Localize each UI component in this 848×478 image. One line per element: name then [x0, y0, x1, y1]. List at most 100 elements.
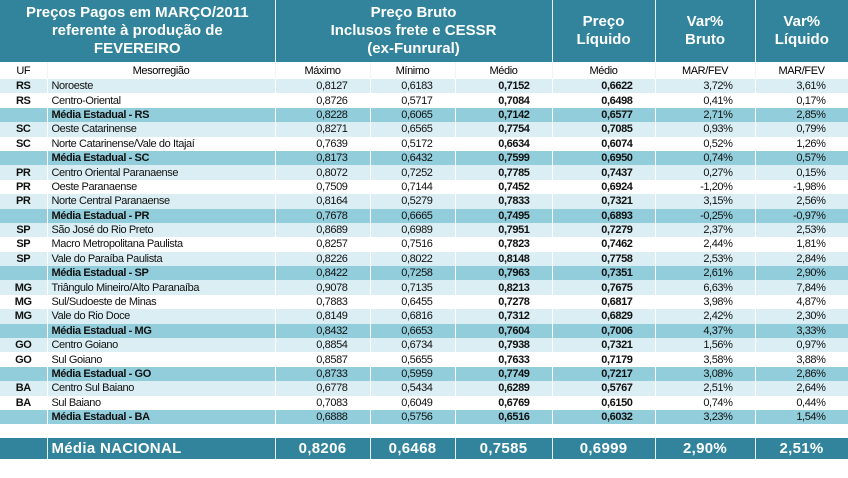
maximo-cell: 0,7639	[275, 136, 371, 151]
var-liquido-cell: 0,79%	[755, 122, 848, 137]
var-bruto-cell: 0,41%	[655, 93, 756, 108]
state-average-row: Média Estadual - PR 0,7678 0,6665 0,7495 0,6…	[0, 208, 848, 223]
medio-bruto-cell: 0,7938	[455, 338, 553, 353]
bruto-line: Preço Bruto	[370, 4, 457, 21]
table-row: SC Norte Catarinense/Vale do Itajaí 0,7639…	[0, 136, 848, 151]
maximo-cell: 0,7083	[275, 395, 371, 410]
uf-cell	[0, 366, 48, 382]
var-bruto-cell: 0,93%	[655, 122, 756, 137]
var-bruto-cell: 6,63%	[655, 280, 756, 295]
table-row: SC Oeste Catarinense 0,8271 0,6565 0,7754 0,7…	[0, 122, 848, 137]
minimo-cell: 0,6065	[370, 107, 456, 123]
table-row: PR Oeste Paranaense 0,7509 0,7144 0,7452 0,69…	[0, 179, 848, 195]
var-bruto-line: Var%	[686, 13, 724, 30]
mesorregiao-cell: Norte Catarinense/Vale do Itajaí	[47, 136, 276, 151]
mesorregiao-cell: Média Estadual - GO	[47, 366, 276, 382]
title-line: Preços Pagos em MARÇO/2011	[25, 4, 249, 21]
minimo-cell: 0,8022	[370, 251, 456, 267]
uf-cell	[0, 150, 48, 166]
medio-bruto-cell: 0,6516	[455, 409, 553, 425]
var-liquido-header: Var% Líquido	[755, 0, 848, 62]
var-bruto-header: Var% Bruto	[655, 0, 756, 62]
var-bruto-cell: 2,44%	[655, 237, 756, 252]
minimo-cell: 0,6183	[370, 79, 456, 94]
maximo-cell: 0,8689	[275, 222, 371, 238]
minimo-cell: 0,7252	[370, 165, 456, 180]
mesorregiao-cell: Centro-Oriental	[47, 93, 276, 108]
var-liquido-cell: 0,15%	[755, 165, 848, 180]
var-bruto-cell: -1,20%	[655, 179, 756, 195]
var-bruto-cell: 3,72%	[655, 79, 756, 94]
minimo-cell: 0,5434	[370, 381, 456, 396]
minimo-cell: 0,5655	[370, 352, 456, 367]
maximo-cell: 0,6888	[275, 409, 371, 425]
medio-liquido-cell: 0,6622	[552, 79, 656, 94]
minimo-cell: 0,6455	[370, 294, 456, 310]
uf-cell: SP	[0, 237, 48, 252]
medio-liquido-cell: 0,7179	[552, 352, 656, 367]
uf-cell: SC	[0, 136, 48, 151]
col-maximo: Máximo	[275, 62, 371, 79]
minimo-cell: 0,5717	[370, 93, 456, 108]
uf-cell: BA	[0, 381, 48, 396]
medio-bruto-cell: 0,7142	[455, 107, 553, 123]
var-bruto-cell: 0,52%	[655, 136, 756, 151]
table-row: MG Vale do Rio Doce 0,8149 0,6816 0,7312 0,68…	[0, 309, 848, 324]
maximo-cell: 0,6778	[275, 381, 371, 396]
mesorregiao-cell: Norte Central Paranaense	[47, 194, 276, 209]
uf-cell	[0, 107, 48, 123]
header-row: Preços Pagos em MARÇO/2011 referente à p…	[0, 0, 848, 62]
preco-bruto-header: Preço Bruto Inclusos frete e CESSR (ex-F…	[275, 0, 553, 62]
minimo-cell: 0,5756	[370, 409, 456, 425]
table-row: RS Centro-Oriental 0,8726 0,5717 0,7084 0,649…	[0, 93, 848, 108]
var-liquido-cell: 2,56%	[755, 194, 848, 209]
medio-bruto-cell: 0,7749	[455, 366, 553, 382]
var-liquido-cell: 1,26%	[755, 136, 848, 151]
mesorregiao-cell: Centro Oriental Paranaense	[47, 165, 276, 180]
minimo-cell: 0,5172	[370, 136, 456, 151]
medio-liquido-cell: 0,7321	[552, 338, 656, 353]
var-liquido-cell: 2,53%	[755, 222, 848, 238]
medio-liquido-cell: 0,7675	[552, 280, 656, 295]
var-liquido-cell: 2,30%	[755, 309, 848, 324]
maximo-cell: 0,7678	[275, 208, 371, 223]
medio-bruto-cell: 0,7823	[455, 237, 553, 252]
var-bruto-cell: 2,37%	[655, 222, 756, 238]
var-liquido-cell: 1,81%	[755, 237, 848, 252]
preco-liquido-header: Preço Líquido	[552, 0, 656, 62]
table-row: PR Norte Central Paranaense 0,8164 0,5279 0,…	[0, 194, 848, 209]
medio-liquido-cell: 0,6577	[552, 107, 656, 123]
maximo-cell: 0,9078	[275, 280, 371, 295]
maximo-cell: 0,7883	[275, 294, 371, 310]
var-bruto-cell: 2,71%	[655, 107, 756, 123]
uf-cell: PR	[0, 194, 48, 209]
table-title: Preços Pagos em MARÇO/2011 referente à p…	[0, 0, 276, 62]
state-average-row: Média Estadual - MG 0,8432 0,6653 0,7604 0,7…	[0, 323, 848, 339]
maximo-cell: 0,8072	[275, 165, 371, 180]
var-liquido-line: Líquido	[774, 31, 829, 48]
medio-bruto-cell: 0,7152	[455, 79, 553, 94]
table-row: SP São José do Rio Preto 0,8689 0,6989 0,795…	[0, 222, 848, 238]
medio-liquido-cell: 0,7462	[552, 237, 656, 252]
mesorregiao-cell: São José do Rio Preto	[47, 222, 276, 238]
medio-bruto-cell: 0,7599	[455, 150, 553, 166]
minimo-cell: 0,7144	[370, 179, 456, 195]
state-average-row: Média Estadual - GO 0,8733 0,5959 0,7749 0,7…	[0, 366, 848, 382]
minimo-cell: 0,6816	[370, 309, 456, 324]
var-liquido-cell: 3,61%	[755, 79, 848, 94]
uf-cell: MG	[0, 294, 48, 310]
col-minimo: Mínimo	[370, 62, 456, 79]
medio-bruto-cell: 0,7951	[455, 222, 553, 238]
minimo-cell: 0,7516	[370, 237, 456, 252]
var-liquido-cell: 7,84%	[755, 280, 848, 295]
var-liquido-cell: 2,85%	[755, 107, 848, 123]
var-bruto-cell: 0,74%	[655, 395, 756, 410]
medio-liquido-cell: 0,6950	[552, 150, 656, 166]
var-bruto-cell: 2,51%	[655, 381, 756, 396]
national-maximo: 0,8206	[275, 438, 371, 460]
medio-bruto-cell: 0,7495	[455, 208, 553, 223]
mesorregiao-cell: Vale do Rio Doce	[47, 309, 276, 324]
maximo-cell: 0,8854	[275, 338, 371, 353]
var-liquido-cell: -1,98%	[755, 179, 848, 195]
table-row: MG Sul/Sudoeste de Minas 0,7883 0,6455 0,727…	[0, 294, 848, 310]
